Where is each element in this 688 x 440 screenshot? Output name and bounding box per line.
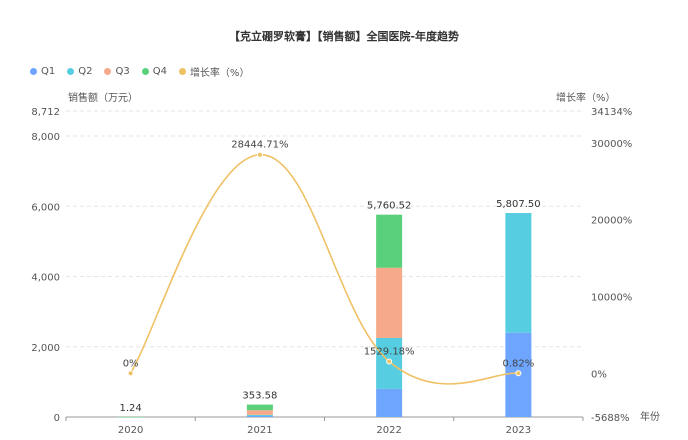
y2-tick-label: 0% [591, 369, 607, 380]
y-tick-label: 8,712 [31, 107, 60, 118]
growth-rate-label: 1529.18% [364, 347, 415, 358]
bar-q1-2021 [246, 415, 273, 417]
y-axis-title: 销售额（万元） [68, 93, 138, 104]
bar-q3-2022 [376, 267, 403, 338]
legend-label-q2: Q2 [78, 66, 93, 77]
legend-label-q3: Q3 [115, 66, 130, 77]
growth-rate-point [515, 370, 522, 377]
growth-rate-line [129, 153, 519, 385]
bar-q4-2021 [246, 404, 273, 411]
bar-q1-2022 [376, 388, 403, 417]
x-tick-label: 2020 [118, 425, 143, 436]
y2-tick-label: 30000% [591, 139, 632, 150]
x-tick-label: 2022 [376, 425, 401, 436]
legend-label-q4: Q4 [152, 66, 167, 77]
x-tick-label: 2021 [247, 425, 272, 436]
y2-axis-title: 增长率（%） [556, 93, 616, 104]
y2-tick-label: 10000% [591, 292, 632, 303]
bar-total-label: 1.24 [119, 403, 141, 414]
legend-item-growth[interactable]: 增长率（%） [178, 64, 250, 79]
chart-title: 【克立硼罗软膏】【销售额】全国医院-年度趋势 [228, 30, 460, 43]
growth-rate-point [386, 358, 393, 365]
y-tick-label: 8,000 [31, 132, 60, 143]
legend-swatch-q4 [141, 68, 149, 75]
legend-label-growth: 增长率（%） [189, 68, 250, 79]
y2-tick-label: -5688% [591, 413, 630, 424]
y2-tick-label: 20000% [591, 216, 632, 227]
bar-total-label: 5,760.52 [367, 201, 412, 212]
bar-q3-2021 [246, 410, 273, 415]
bar-q2-2021 [246, 414, 273, 416]
legend-label-q1: Q1 [41, 66, 56, 77]
growth-rate-label: 0% [123, 358, 139, 369]
x-axis-title: 年份 [640, 410, 660, 423]
growth-rate-point [256, 151, 263, 158]
legend-swatch-q2 [67, 68, 75, 75]
legend-item-q2[interactable]: Q2 [67, 66, 92, 77]
bar-q2-2023 [505, 213, 532, 333]
legend-swatch-q1 [30, 68, 37, 75]
legend-swatch-q3 [104, 68, 112, 75]
bar-q4-2020 [117, 416, 144, 418]
growth-rate-point [127, 370, 134, 377]
x-tick-label: 2023 [506, 425, 531, 436]
y-tick-label: 2,000 [31, 343, 60, 354]
y2-tick-label: 34134% [591, 107, 632, 118]
y-tick-label: 0 [54, 413, 60, 424]
y-tick-label: 4,000 [31, 273, 60, 284]
bar-total-label: 353.58 [242, 391, 277, 402]
legend-item-q1[interactable]: Q1 [30, 66, 55, 77]
bar-total-label: 5,807.50 [496, 199, 541, 210]
y-tick-label: 6,000 [31, 202, 60, 213]
legend-item-q3[interactable]: Q3 [104, 66, 130, 77]
legend: Q1 Q2 Q3 Q4 增长率（%） [30, 64, 249, 79]
growth-rate-label: 0.82% [502, 358, 534, 369]
bar-q4-2022 [376, 214, 403, 268]
legend-swatch-growth [178, 68, 186, 75]
growth-rate-label: 28444.71% [231, 140, 288, 151]
legend-item-q4[interactable]: Q4 [141, 66, 167, 77]
